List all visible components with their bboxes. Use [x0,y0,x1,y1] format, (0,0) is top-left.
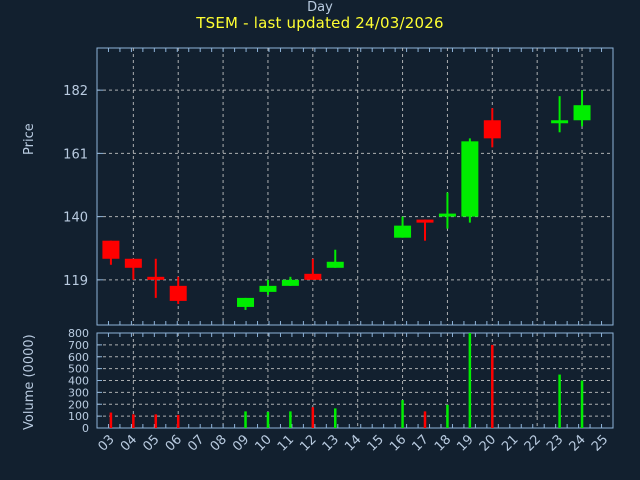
day-tick-label: 16 [387,432,409,454]
candlestick-23 [551,96,569,133]
price-tick-label: 119 [63,274,88,289]
day-tick-label: 22 [522,432,544,454]
day-tick-label: 19 [454,432,476,454]
price-tick-label: 140 [63,211,88,226]
day-tick-label: 17 [410,432,432,454]
volume-tick-label: 600 [68,351,89,364]
day-tick-label: 05 [140,432,162,454]
candle-body [461,141,479,217]
candle-body [259,285,277,292]
candle-body [438,213,456,217]
day-tick-label: 08 [208,432,230,454]
volume-tick-label: 800 [68,327,89,340]
candlestick-06 [169,276,187,304]
candlestick-17 [416,219,434,241]
candlestick-12 [304,258,322,280]
volume-tick-label: 300 [68,386,89,399]
candle-body [551,120,569,124]
candlestick-16 [394,216,412,238]
candlestick-03 [102,240,120,265]
day-tick-label: 20 [477,432,499,454]
candle-body [281,279,299,286]
day-tick-label: 12 [297,432,319,454]
price-tick-label: 182 [63,84,88,99]
volume-tick-label: 100 [68,410,89,423]
candle-body [394,225,412,238]
day-tick-label: 21 [499,432,521,454]
price-panel-frame [96,47,614,326]
candle-body [326,261,344,268]
candle-body [237,297,255,307]
day-tick-label: 11 [275,432,297,454]
day-tick-label: 09 [230,432,252,454]
candle-body [102,240,120,259]
candlestick-05 [147,258,165,298]
day-tick-label: 25 [589,432,611,454]
day-tick-label: 03 [95,432,117,454]
candle-body [147,276,165,280]
candlestick-09 [237,297,255,310]
candle-body [573,105,591,121]
day-tick-label: 14 [342,432,364,454]
candle-body [304,273,322,280]
candlestick-18 [438,192,456,229]
day-tick-label: 13 [320,432,342,454]
candlestick-11 [281,276,299,286]
day-tick-label: 06 [163,432,185,454]
candlestick-13 [326,249,344,268]
chart-title: TSEM - last updated 24/03/2026 [196,14,444,32]
day-tick-label: 24 [567,432,589,454]
volume-tick-label: 400 [68,375,89,388]
volume-tick-label: 700 [68,339,89,352]
candlestick-20 [483,108,501,148]
day-tick-label: 18 [432,432,454,454]
volume-tick-label: 0 [82,422,89,435]
candlestick-10 [259,279,277,295]
day-tick-label: 04 [118,432,140,454]
price-tick-label: 161 [63,147,88,162]
candlestick-04 [124,258,142,280]
candle-body [416,219,434,223]
x-axis-label: Day [307,0,333,15]
candlestick-24 [573,90,591,127]
day-tick-label: 15 [365,432,387,454]
volume-tick-label: 500 [68,363,89,376]
volume-tick-label: 200 [68,398,89,411]
candlestick-19 [461,138,479,223]
day-tick-label: 10 [252,432,274,454]
candle-body [483,120,501,139]
day-tick-label: 23 [544,432,566,454]
day-tick-label: 07 [185,432,207,454]
candle-body [169,285,187,301]
candle-body [124,258,142,268]
